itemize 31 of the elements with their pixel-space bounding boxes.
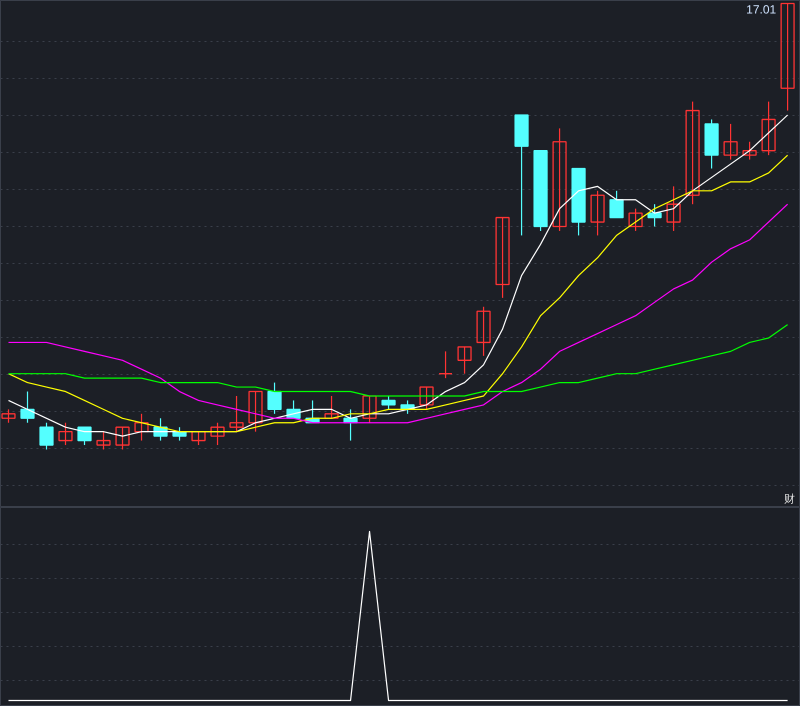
candlestick	[628, 208, 643, 232]
candlestick	[248, 390, 263, 432]
candlestick	[267, 382, 282, 414]
candlestick	[780, 2, 795, 112]
candlestick	[134, 413, 149, 442]
candlestick	[761, 101, 776, 156]
candlestick	[666, 186, 681, 232]
candlestick	[20, 390, 35, 424]
candlestick	[742, 141, 757, 160]
candlestick	[457, 346, 472, 374]
candlestick	[115, 426, 130, 450]
candlestick	[1, 408, 16, 424]
candlestick	[438, 350, 453, 379]
candlestick	[476, 306, 491, 356]
annotation: 17.01	[746, 2, 777, 16]
candlestick	[419, 386, 434, 410]
candlestick	[381, 395, 396, 410]
candlestick	[58, 422, 73, 446]
candlestick	[495, 216, 510, 298]
candlestick	[723, 123, 738, 160]
candlestick	[362, 395, 377, 424]
candlestick	[685, 101, 700, 205]
text: 财	[784, 492, 796, 506]
candlestick	[590, 190, 605, 236]
candlestick	[609, 190, 624, 218]
candlestick	[552, 128, 567, 232]
candlestick	[210, 422, 225, 446]
candlestick	[39, 422, 54, 450]
candlestick	[96, 431, 111, 450]
candlestick	[229, 395, 244, 432]
candlestick	[324, 395, 339, 419]
